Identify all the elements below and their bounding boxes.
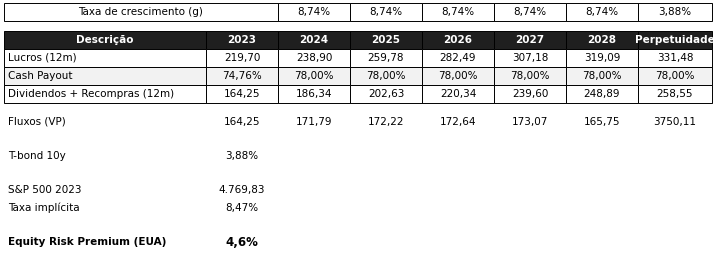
Text: 164,25: 164,25 (224, 89, 260, 99)
Bar (350, 3, 422, 21)
Text: 173,07: 173,07 (512, 117, 548, 127)
Text: 165,75: 165,75 (584, 117, 621, 127)
Bar (422, 3, 494, 21)
Bar (4, 85, 206, 103)
Text: Fluxos (VP): Fluxos (VP) (8, 117, 66, 127)
Text: 219,70: 219,70 (224, 53, 260, 63)
Bar (206, 49, 278, 67)
Text: 164,25: 164,25 (224, 117, 260, 127)
Text: 8,74%: 8,74% (370, 7, 402, 17)
Text: 319,09: 319,09 (584, 53, 620, 63)
Bar (422, 85, 494, 103)
Bar (4, 67, 206, 85)
Bar (494, 3, 566, 21)
Bar (278, 85, 350, 103)
Text: 78,00%: 78,00% (582, 71, 622, 81)
Text: Descrição: Descrição (76, 35, 133, 45)
Text: 2026: 2026 (444, 35, 473, 45)
Text: 2023: 2023 (228, 35, 257, 45)
Bar (422, 67, 494, 85)
Text: 78,00%: 78,00% (438, 71, 478, 81)
Text: 8,74%: 8,74% (297, 7, 331, 17)
Bar (638, 3, 712, 21)
Bar (566, 3, 638, 21)
Text: 78,00%: 78,00% (366, 71, 406, 81)
Text: Perpetuidade: Perpetuidade (635, 35, 715, 45)
Bar (206, 67, 278, 85)
Text: 2027: 2027 (515, 35, 544, 45)
Bar (350, 85, 422, 103)
Text: Cash Payout: Cash Payout (8, 71, 72, 81)
Text: 8,47%: 8,47% (225, 203, 259, 213)
Bar (206, 85, 278, 103)
Bar (350, 67, 422, 85)
Bar (350, 31, 422, 49)
Text: 239,60: 239,60 (512, 89, 548, 99)
Bar (4, 3, 278, 21)
Bar (566, 49, 638, 67)
Bar (278, 31, 350, 49)
Text: 331,48: 331,48 (657, 53, 693, 63)
Bar (566, 31, 638, 49)
Bar (566, 67, 638, 85)
Bar (638, 85, 712, 103)
Text: S&P 500 2023: S&P 500 2023 (8, 185, 81, 195)
Text: 2028: 2028 (587, 35, 616, 45)
Bar (638, 49, 712, 67)
Text: Dividendos + Recompras (12m): Dividendos + Recompras (12m) (8, 89, 174, 99)
Text: 78,00%: 78,00% (510, 71, 550, 81)
Bar (422, 49, 494, 67)
Text: 3,88%: 3,88% (225, 151, 259, 161)
Bar (4, 31, 206, 49)
Bar (494, 31, 566, 49)
Text: 172,64: 172,64 (440, 117, 476, 127)
Bar (422, 31, 494, 49)
Text: 8,74%: 8,74% (513, 7, 547, 17)
Text: 8,74%: 8,74% (585, 7, 618, 17)
Text: 171,79: 171,79 (296, 117, 332, 127)
Text: 259,78: 259,78 (368, 53, 405, 63)
Bar (494, 67, 566, 85)
Text: Taxa implícita: Taxa implícita (8, 203, 80, 213)
Text: 2024: 2024 (299, 35, 328, 45)
Bar (206, 31, 278, 49)
Text: 202,63: 202,63 (368, 89, 404, 99)
Text: Lucros (12m): Lucros (12m) (8, 53, 77, 63)
Text: 8,74%: 8,74% (442, 7, 475, 17)
Text: Equity Risk Premium (EUA): Equity Risk Premium (EUA) (8, 237, 166, 247)
Bar (350, 49, 422, 67)
Bar (4, 49, 206, 67)
Bar (494, 49, 566, 67)
Text: 238,90: 238,90 (296, 53, 332, 63)
Text: 172,22: 172,22 (368, 117, 405, 127)
Bar (566, 85, 638, 103)
Bar (278, 67, 350, 85)
Text: 78,00%: 78,00% (655, 71, 695, 81)
Text: 4,6%: 4,6% (225, 235, 258, 249)
Text: 3750,11: 3750,11 (653, 117, 697, 127)
Bar (638, 31, 712, 49)
Text: 307,18: 307,18 (512, 53, 548, 63)
Text: 248,89: 248,89 (584, 89, 621, 99)
Text: 186,34: 186,34 (296, 89, 332, 99)
Text: 74,76%: 74,76% (222, 71, 262, 81)
Text: 78,00%: 78,00% (294, 71, 334, 81)
Bar (278, 3, 350, 21)
Text: T-bond 10y: T-bond 10y (8, 151, 66, 161)
Text: 258,55: 258,55 (657, 89, 693, 99)
Text: 282,49: 282,49 (440, 53, 476, 63)
Text: 4.769,83: 4.769,83 (219, 185, 265, 195)
Text: 220,34: 220,34 (440, 89, 476, 99)
Text: Taxa de crescimento (g): Taxa de crescimento (g) (78, 7, 204, 17)
Text: 3,88%: 3,88% (658, 7, 692, 17)
Bar (278, 49, 350, 67)
Text: 2025: 2025 (371, 35, 400, 45)
Bar (638, 67, 712, 85)
Bar (494, 85, 566, 103)
